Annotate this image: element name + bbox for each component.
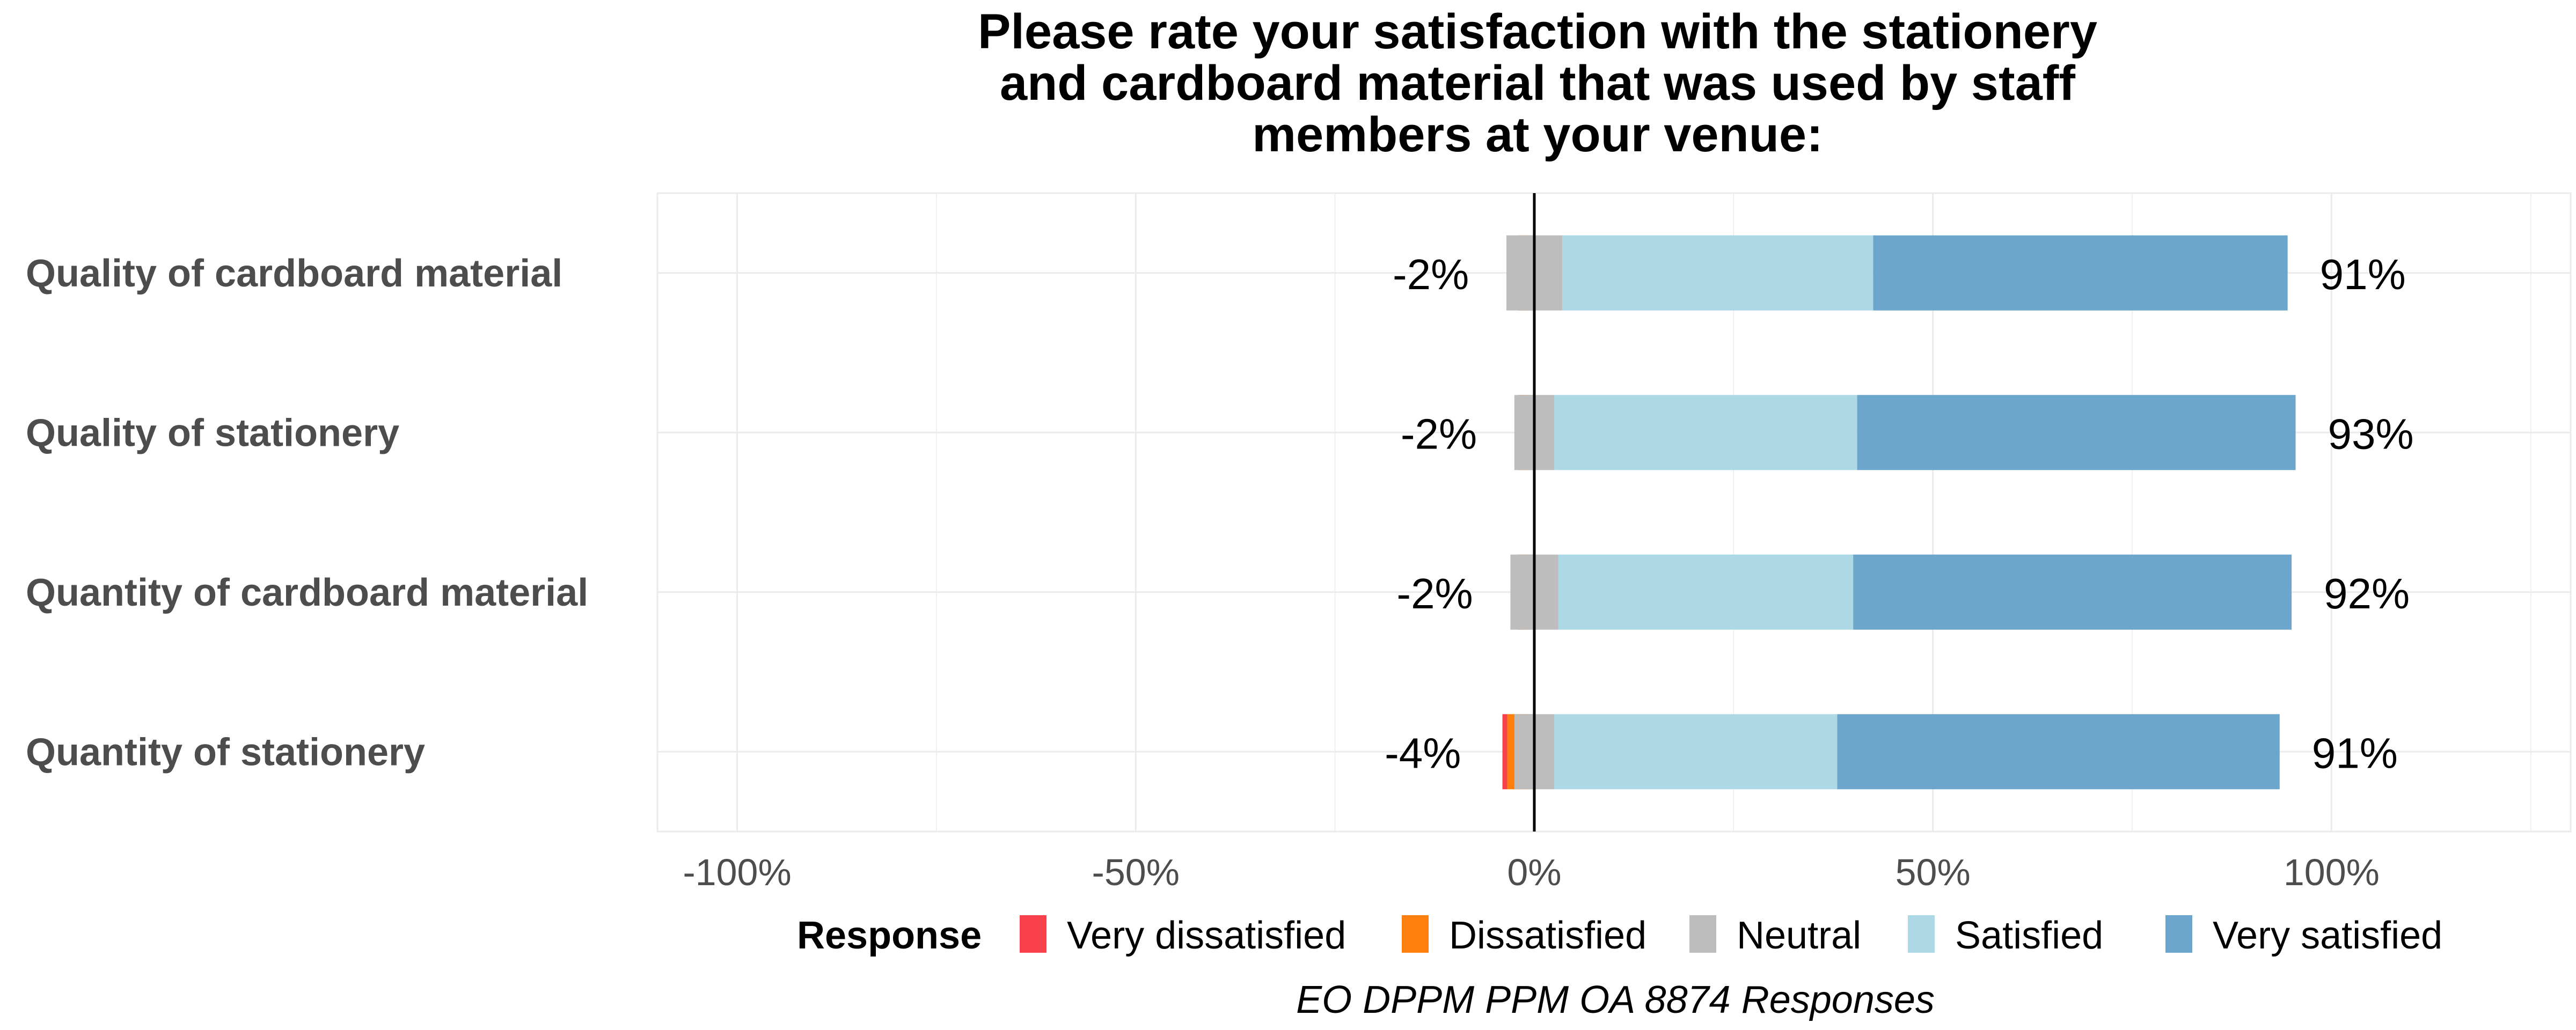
legend-swatch [1020,915,1046,953]
x-axis-ticks: -100% -50% 0% 50% 100% [683,851,2380,893]
left-data-label: -2% [1393,251,1469,298]
legend: Response Very dissatisfied Dissatisfied Neu… [797,914,2442,957]
data-labels: -2% 91% -2% 93% -2% 92% -4% 91% [1385,251,2413,777]
right-data-label: 91% [2320,251,2406,298]
chart-title: Please rate your satisfaction with the s… [978,4,2097,162]
bar-satisfied [1562,235,1874,311]
x-tick-label: 50% [1896,851,1971,893]
category-label: Quality of stationery [26,411,399,454]
legend-label: Very satisfied [2213,914,2442,957]
legend-swatch [1689,915,1716,953]
legend-label: Satisfied [1955,914,2103,957]
x-tick-label: -100% [683,851,791,893]
category-label: Quantity of cardboard material [26,571,588,614]
bar-satisfied [1558,554,1854,630]
bar-very-dissatisfied [1502,714,1507,790]
chart-title-line-2: and cardboard material that was used by … [1000,56,2075,111]
legend-swatch [1402,915,1429,953]
chart-title-line-3: members at your venue: [1252,107,1823,162]
legend-swatch [1908,915,1935,953]
right-data-label: 91% [2312,729,2398,777]
chart-title-line-1: Please rate your satisfaction with the s… [978,4,2097,59]
x-tick-label: 100% [2284,851,2380,893]
left-data-label: -2% [1396,570,1473,617]
chart-caption: EO DPPM PPM OA 8874 Responses [1296,979,1935,1021]
category-label: Quality of cardboard material [26,252,562,295]
left-data-label: -2% [1401,410,1477,458]
bar-very-satisfied [1857,395,2296,470]
bar-very-satisfied [1873,235,2288,311]
category-label: Quantity of stationery [26,731,425,774]
bar-satisfied [1554,395,1857,470]
legend-label: Dissatisfied [1449,914,1646,957]
bar-very-satisfied [1837,714,2280,790]
right-data-label: 93% [2328,410,2413,458]
right-data-label: 92% [2324,570,2410,617]
legend-label: Very dissatisfied [1067,914,1346,957]
category-labels: Quality of cardboard material Quality of … [26,252,588,774]
x-tick-label: 0% [1507,851,1561,893]
x-tick-label: -50% [1092,851,1180,893]
bar-satisfied [1554,714,1838,790]
legend-swatch [2165,915,2192,953]
legend-label: Neutral [1737,914,1861,957]
left-data-label: -4% [1385,729,1461,777]
legend-title: Response [797,914,982,957]
bar-very-satisfied [1853,554,2292,630]
